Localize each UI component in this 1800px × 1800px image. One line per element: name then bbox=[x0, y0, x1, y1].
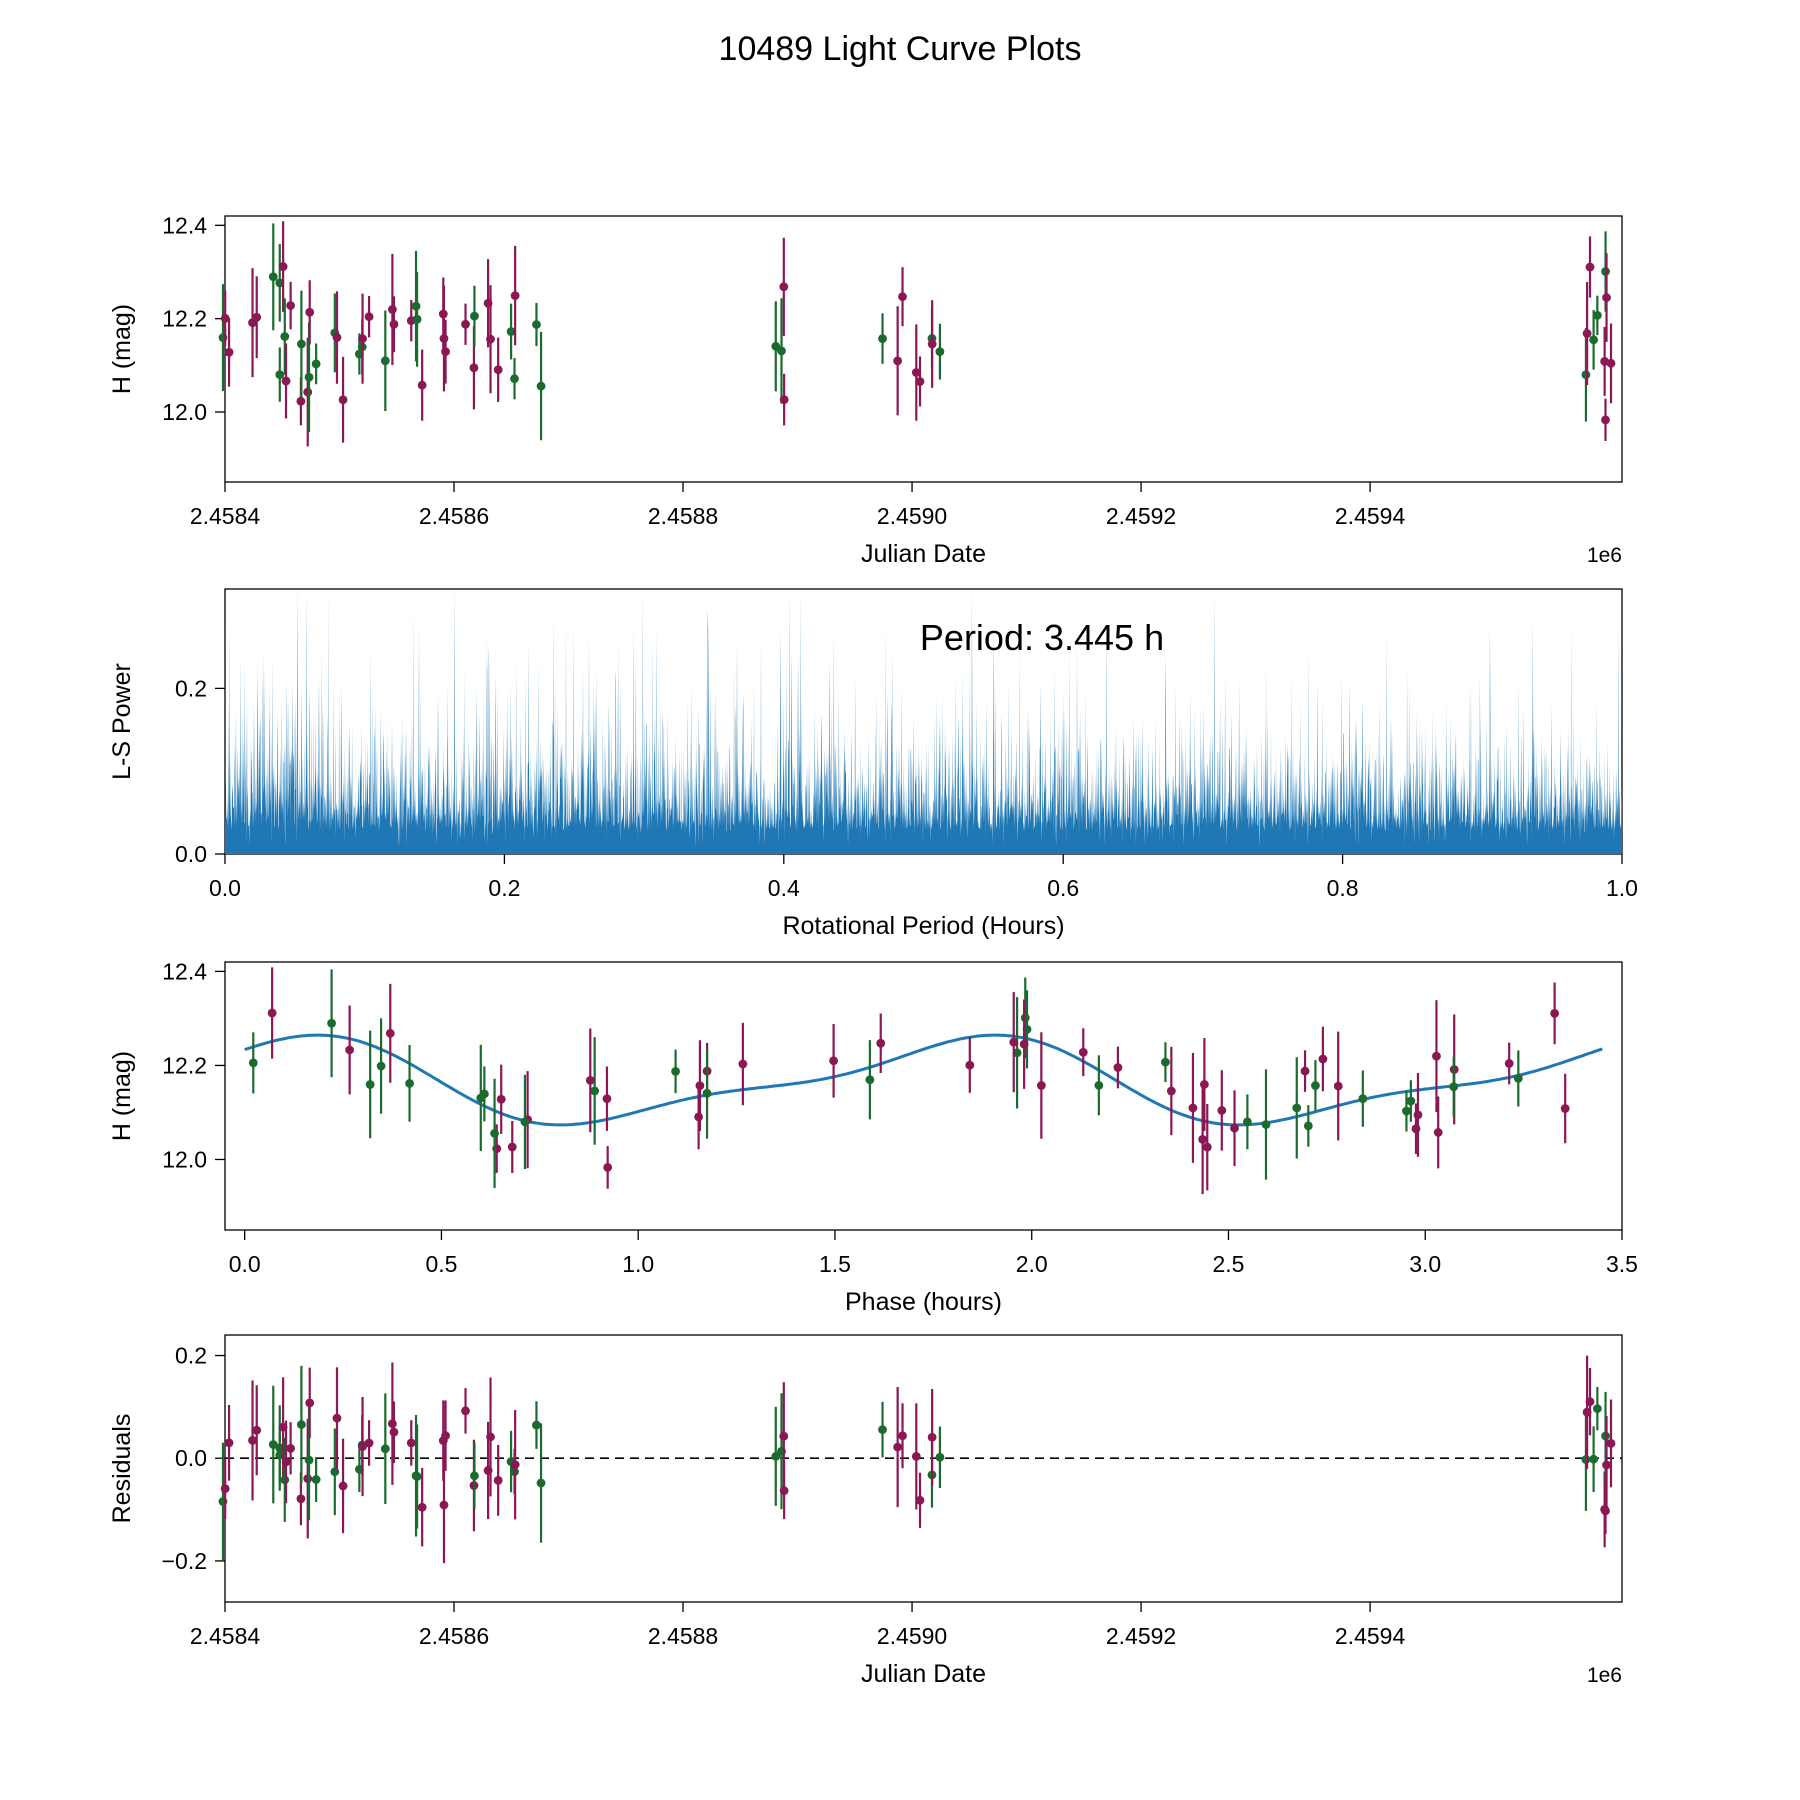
svg-text:3.0: 3.0 bbox=[1409, 1251, 1441, 1277]
svg-text:Phase (hours): Phase (hours) bbox=[845, 1288, 1002, 1316]
svg-text:H (mag): H (mag) bbox=[108, 1051, 136, 1141]
svg-text:0.4: 0.4 bbox=[768, 875, 800, 901]
svg-text:0.8: 0.8 bbox=[1327, 875, 1359, 901]
svg-text:0.6: 0.6 bbox=[1047, 875, 1079, 901]
svg-text:1e6: 1e6 bbox=[1587, 1664, 1622, 1687]
svg-text:H (mag): H (mag) bbox=[108, 304, 136, 394]
svg-text:2.4588: 2.4588 bbox=[648, 503, 718, 529]
svg-text:2.4584: 2.4584 bbox=[190, 1623, 261, 1649]
svg-text:2.0: 2.0 bbox=[1016, 1251, 1048, 1277]
svg-text:12.4: 12.4 bbox=[162, 958, 207, 984]
svg-text:12.4: 12.4 bbox=[162, 212, 207, 238]
svg-text:2.4588: 2.4588 bbox=[648, 1623, 718, 1649]
svg-text:2.5: 2.5 bbox=[1212, 1251, 1244, 1277]
svg-text:0.5: 0.5 bbox=[425, 1251, 457, 1277]
svg-text:1e6: 1e6 bbox=[1587, 544, 1622, 567]
svg-text:2.4586: 2.4586 bbox=[419, 1623, 489, 1649]
svg-text:−0.2: −0.2 bbox=[162, 1548, 207, 1574]
svg-text:0.0: 0.0 bbox=[209, 875, 241, 901]
svg-text:1.0: 1.0 bbox=[1606, 875, 1638, 901]
svg-text:2.4590: 2.4590 bbox=[877, 503, 947, 529]
svg-text:0.0: 0.0 bbox=[229, 1251, 261, 1277]
svg-text:2.4594: 2.4594 bbox=[1335, 503, 1406, 529]
svg-text:Julian Date: Julian Date bbox=[861, 540, 986, 568]
svg-text:Residuals: Residuals bbox=[108, 1414, 136, 1524]
svg-text:10489 Light Curve Plots: 10489 Light Curve Plots bbox=[719, 30, 1082, 68]
svg-text:2.4592: 2.4592 bbox=[1106, 503, 1176, 529]
svg-text:Rotational Period (Hours): Rotational Period (Hours) bbox=[782, 912, 1064, 940]
svg-text:0.0: 0.0 bbox=[175, 1445, 207, 1471]
svg-text:2.4584: 2.4584 bbox=[190, 503, 261, 529]
svg-text:2.4594: 2.4594 bbox=[1335, 1623, 1406, 1649]
svg-text:12.0: 12.0 bbox=[162, 399, 207, 425]
svg-text:2.4590: 2.4590 bbox=[877, 1623, 947, 1649]
svg-text:0.2: 0.2 bbox=[175, 1343, 207, 1369]
svg-text:0.2: 0.2 bbox=[488, 875, 520, 901]
svg-text:1.5: 1.5 bbox=[819, 1251, 851, 1277]
svg-text:0.2: 0.2 bbox=[175, 675, 207, 701]
svg-text:12.0: 12.0 bbox=[162, 1146, 207, 1172]
svg-text:12.2: 12.2 bbox=[162, 1052, 207, 1078]
svg-text:3.5: 3.5 bbox=[1606, 1251, 1638, 1277]
svg-text:Julian Date: Julian Date bbox=[861, 1660, 986, 1688]
svg-text:2.4592: 2.4592 bbox=[1106, 1623, 1176, 1649]
svg-text:0.0: 0.0 bbox=[175, 841, 207, 867]
svg-text:2.4586: 2.4586 bbox=[419, 503, 489, 529]
svg-text:L-S Power: L-S Power bbox=[108, 663, 136, 780]
svg-text:1.0: 1.0 bbox=[622, 1251, 654, 1277]
svg-text:Period: 3.445 h: Period: 3.445 h bbox=[920, 617, 1164, 658]
svg-text:12.2: 12.2 bbox=[162, 306, 207, 332]
